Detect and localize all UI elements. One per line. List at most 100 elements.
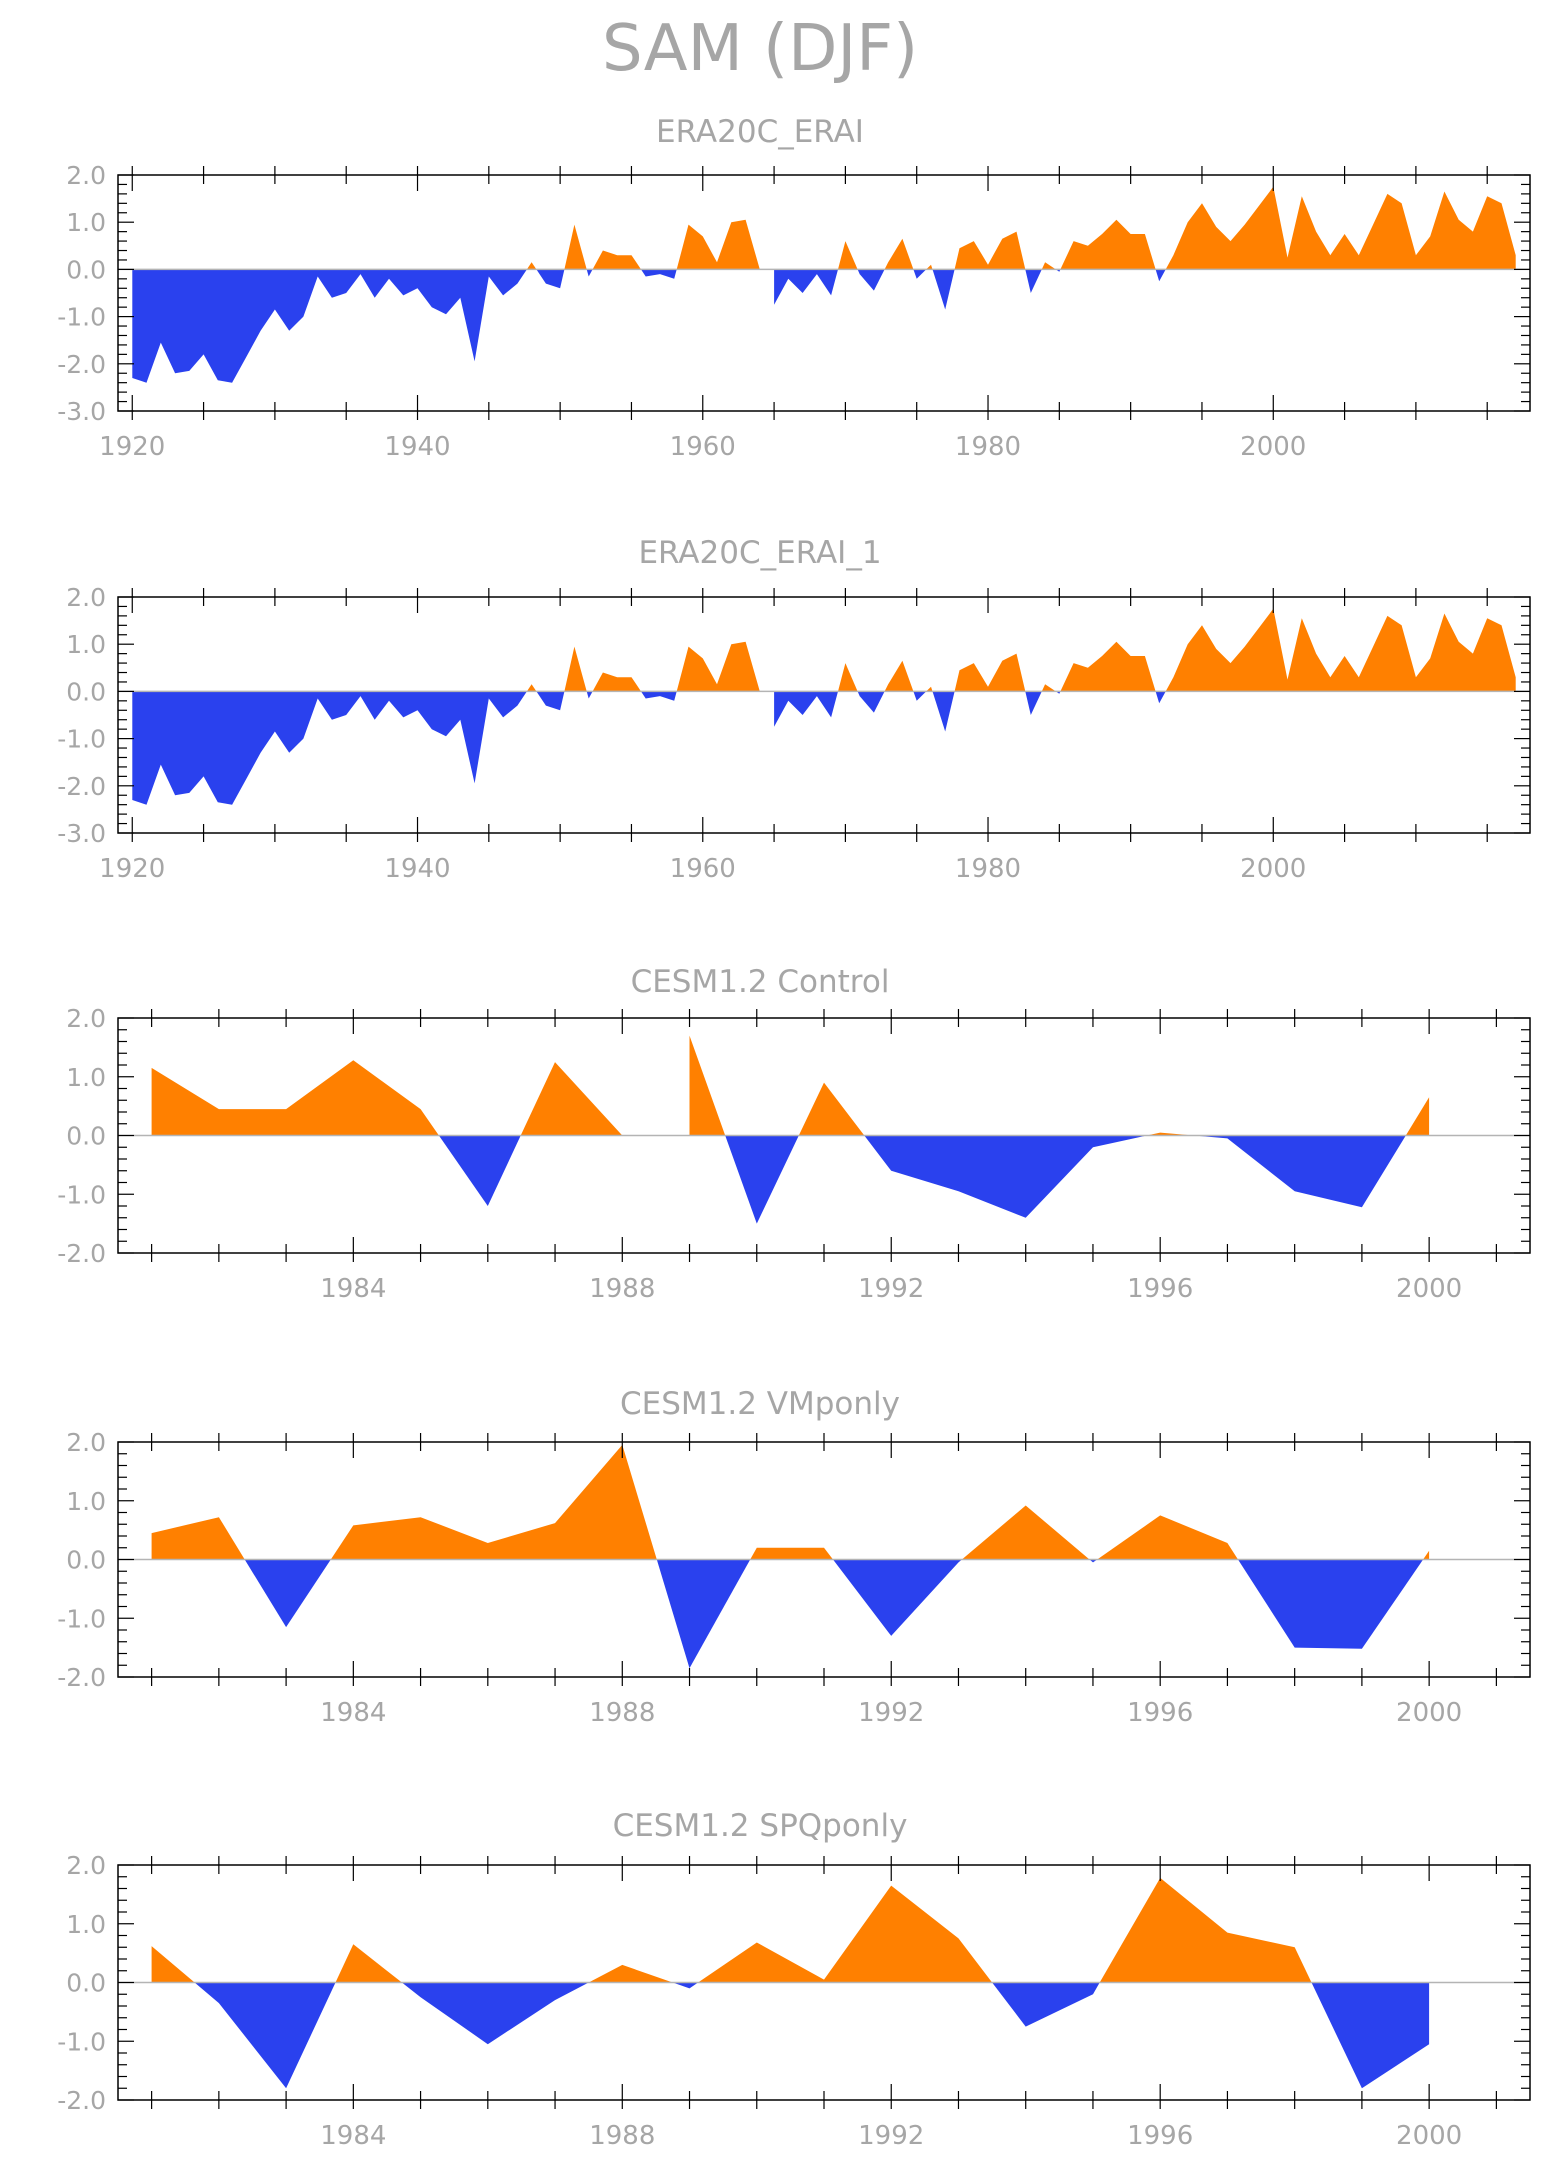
y-tick-label: 0.0 <box>66 1969 106 1998</box>
positive-area <box>884 660 914 692</box>
positive-area <box>592 672 641 692</box>
negative-area <box>833 1559 962 1636</box>
positive-area <box>564 646 587 692</box>
positive-area <box>564 224 587 270</box>
x-tick-label: 2000 <box>1240 432 1306 462</box>
negative-area <box>672 1982 699 1989</box>
positive-area <box>926 264 933 270</box>
x-tick-label: 1992 <box>858 1274 924 1304</box>
positive-area <box>526 262 537 270</box>
y-tick-label: 1.0 <box>66 1910 106 1939</box>
positive-area <box>926 686 933 692</box>
positive-area <box>698 1885 993 1983</box>
positive-area <box>588 1964 673 1983</box>
positive-area <box>838 241 858 270</box>
panel-era20c-erai-1: ERA20C_ERAI_1 2.0 1.0 0.0 -1.0 -2.0 -3.0 1920 1… <box>57 535 1531 884</box>
panel-cesm-spqponly: CESM1.2 SPQponly 2.0 1.0 0.0 -1.0 -2.0 1984 19… <box>57 1808 1531 2151</box>
negative-area <box>656 1559 751 1669</box>
positive-area <box>954 231 1026 270</box>
x-tick-label: 1996 <box>1127 1274 1193 1304</box>
positive-area <box>151 1946 195 1983</box>
positive-area <box>689 1035 726 1136</box>
negative-area <box>1193 1135 1406 1208</box>
x-tick-label: 2000 <box>1240 854 1306 884</box>
positive-area <box>151 1060 439 1136</box>
panel-title: CESM1.2 VMponly <box>620 1386 900 1422</box>
y-tick-label: 2.0 <box>66 1428 106 1457</box>
x-tick-label: 1988 <box>589 2121 655 2151</box>
y-tick-label: -1.0 <box>57 1604 106 1633</box>
y-tick-label: 2.0 <box>66 161 106 190</box>
positive-area <box>335 1944 402 1983</box>
y-tick-label: 1.0 <box>66 630 106 659</box>
y-tick-label: -2.0 <box>57 2086 106 2115</box>
negative-area <box>1025 691 1042 715</box>
y-tick-label: -1.0 <box>57 303 106 332</box>
x-tick-label: 2000 <box>1396 1274 1462 1304</box>
x-tick-label: 1960 <box>670 854 736 884</box>
positive-area <box>330 1444 657 1560</box>
y-tick-label: 0.0 <box>66 1122 106 1151</box>
plot-frame <box>117 174 1531 412</box>
x-tick-label: 1960 <box>670 432 736 462</box>
y-tick-label: -2.0 <box>57 1239 106 1268</box>
x-tick-label: 2000 <box>1396 2121 1462 2151</box>
y-tick-label: -2.0 <box>57 350 106 379</box>
y-tick-label: -1.0 <box>57 2027 106 2056</box>
y-tick-label: -1.0 <box>57 725 106 754</box>
negative-area <box>1238 1559 1424 1649</box>
x-tick-label: 1992 <box>858 2121 924 2151</box>
panel-title: CESM1.2 SPQponly <box>613 1808 908 1844</box>
panel-title: CESM1.2 Control <box>631 964 890 1000</box>
negative-area <box>586 269 593 277</box>
y-tick-label: -2.0 <box>57 772 106 801</box>
positive-area <box>526 684 537 692</box>
negative-area <box>932 691 955 732</box>
negative-area <box>132 691 527 805</box>
negative-area <box>1025 269 1042 293</box>
positive-area <box>1405 1097 1430 1136</box>
negative-area <box>641 269 677 279</box>
negative-area <box>913 691 927 701</box>
negative-area <box>586 691 593 699</box>
negative-area <box>774 269 838 305</box>
x-tick-label: 1988 <box>589 1274 655 1304</box>
y-tick-label: 2.0 <box>66 1851 106 1880</box>
figure-title: SAM (DJF) <box>602 12 918 86</box>
y-tick-label: 0.0 <box>66 677 106 706</box>
positive-area <box>592 250 641 270</box>
panel-title: ERA20C_ERAI <box>656 114 864 150</box>
plot-frame <box>117 596 1531 834</box>
y-tick-label: 0.0 <box>66 255 106 284</box>
positive-area <box>1041 684 1056 692</box>
negative-area <box>774 691 838 727</box>
positive-area <box>838 663 858 692</box>
positive-area <box>884 238 914 270</box>
panel-era20c-erai: ERA20C_ERAI 2.0 1.0 0.0 -1.0 -2.0 -3.0 1920 194… <box>57 114 1531 462</box>
y-tick-label: -3.0 <box>57 397 106 426</box>
y-tick-label: 2.0 <box>66 1004 106 1033</box>
negative-area <box>536 691 565 711</box>
panel-title: ERA20C_ERAI_1 <box>638 535 881 571</box>
positive-area <box>1423 1550 1430 1560</box>
negative-area <box>857 269 885 291</box>
negative-area <box>401 1982 589 2045</box>
positive-area <box>676 219 760 270</box>
x-tick-label: 1988 <box>589 1698 655 1728</box>
positive-area <box>1060 641 1156 692</box>
x-tick-label: 1996 <box>1127 2121 1193 2151</box>
positive-area <box>1041 262 1056 270</box>
positive-area <box>151 1517 245 1560</box>
negative-area <box>932 269 955 310</box>
x-tick-label: 1992 <box>858 1698 924 1728</box>
x-tick-label: 1940 <box>384 432 450 462</box>
negative-area <box>1155 269 1166 282</box>
positive-area <box>798 1082 865 1136</box>
positive-area <box>1165 608 1516 692</box>
negative-area <box>1311 1982 1430 2089</box>
panel-cesm-control: CESM1.2 Control 2.0 1.0 0.0 -1.0 -2.0 1984 198… <box>57 964 1531 1304</box>
negative-area <box>1155 691 1166 704</box>
positive-area <box>961 1505 1090 1560</box>
x-tick-label: 1920 <box>99 854 165 884</box>
